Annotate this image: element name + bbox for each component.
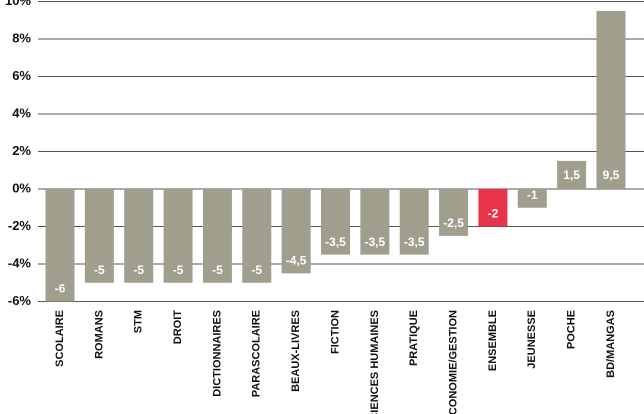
bar [202,189,232,283]
bar [557,160,587,189]
x-tick-label: PARASCOLAIRE [251,310,263,397]
x-tick-label: POCHE [566,310,578,349]
y-tick-label: 10% [5,0,31,8]
value-label: -6 [55,282,66,296]
bar [84,189,114,283]
value-label: -2 [488,207,499,221]
bar [399,189,429,255]
x-tick-label: BEAUX-LIVRES [290,310,302,392]
y-tick-label: -6% [8,293,32,308]
bar [517,189,547,208]
y-tick-label: 8% [12,30,31,45]
value-label: 9,5 [603,168,620,182]
value-label: -5 [173,263,184,277]
value-label: -4,5 [286,254,307,268]
x-tick-label: FICTION [329,310,341,354]
value-label: -1 [527,188,538,202]
y-tick-label: 6% [12,68,31,83]
bar [360,189,390,255]
value-label: -3,5 [325,235,346,249]
bar [321,189,350,255]
y-tick-label: 2% [12,143,31,158]
x-tick-label: SCOLAIRE [54,310,66,367]
x-tick-label: ROMANS [93,310,105,359]
y-tick-label: 0% [12,180,31,195]
bar [478,189,508,227]
x-tick-label: DICTIONNAIRES [211,310,223,397]
bar [163,189,193,283]
x-tick-label: JEUNESSE [526,310,538,369]
value-label: -2,5 [443,216,464,230]
value-label: -3,5 [404,235,425,249]
value-label: -5 [94,263,105,277]
bar [596,10,626,189]
x-tick-label: BD/MANGAS [605,310,617,378]
x-tick-label: STM [133,310,145,333]
x-tick-label: ENSEMBLE [487,310,499,371]
bar [281,189,311,274]
value-label: -5 [133,263,144,277]
value-label: -3,5 [365,235,386,249]
x-tick-label: ECONOMIE/GESTION [447,310,459,414]
value-label: 1,5 [563,168,580,182]
bar [45,189,75,302]
y-tick-label: 4% [12,105,31,120]
y-tick-label: -4% [8,255,32,270]
value-label: -5 [212,263,223,277]
y-tick-label: -2% [8,218,32,233]
value-label: -5 [251,263,262,277]
bar [439,189,469,236]
x-tick-label: DROIT [172,310,184,345]
bar [242,189,272,283]
bar [124,189,154,283]
x-tick-label: SCIENCES HUMAINES [369,310,381,414]
x-tick-label: PRATIQUE [408,310,420,366]
